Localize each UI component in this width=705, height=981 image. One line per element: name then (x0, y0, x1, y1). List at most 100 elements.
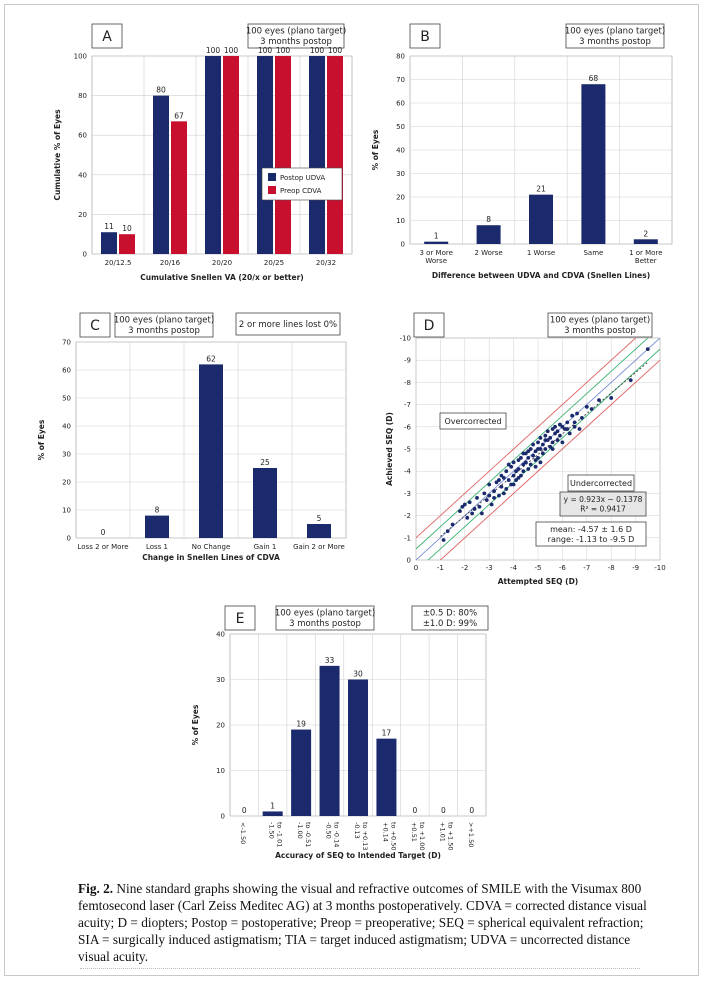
panel-d-point (536, 447, 540, 451)
panel-d-point (543, 433, 548, 438)
panel-a-letter-box-border (91, 23, 123, 49)
panel-d-stats-box-border (535, 521, 647, 547)
panel-d-point (516, 467, 521, 471)
panel-b-xtick-label: Worse (425, 257, 447, 265)
panel-d-info-box-border (547, 312, 653, 338)
panel-d-point (553, 431, 557, 436)
panel-d-letter-box-letter: D (424, 318, 435, 334)
panel-d-stats-box-text: mean: -4.57 ± 1.6 D (550, 525, 632, 534)
panel-d-xtick-label: -3 (486, 564, 493, 572)
panel-d-point (460, 504, 465, 509)
panel-d-point (501, 491, 506, 496)
panel-b-xtick-label: Better (635, 257, 657, 265)
panel-d-point (477, 504, 482, 509)
panel-e-data-label: 19 (296, 720, 306, 729)
panel-b-ytick-label: 0 (401, 241, 405, 249)
panel-c-letter-box: C (79, 312, 111, 338)
panel-d-xtick-label: 0 (414, 564, 418, 572)
panel-c-data-label: 5 (317, 514, 322, 523)
panel-d-point (521, 469, 526, 474)
panel-a-ytick-label: 100 (74, 53, 87, 61)
panel-d-ytick-label: 0 (407, 557, 411, 565)
panel-d-point (528, 462, 533, 467)
panel-d-point (511, 460, 516, 465)
panel-a-bar (223, 56, 239, 254)
panel-a-legend-border (261, 167, 343, 201)
panel-e-ytick-label: 30 (216, 676, 225, 684)
panel-d-point (597, 398, 601, 403)
panel-c-letter-box-border (79, 312, 111, 338)
panel-d-point (494, 480, 499, 485)
panel-b-ytick-label: 70 (396, 76, 405, 84)
panel-d-point (628, 378, 633, 383)
panel-d-overcorrected-box: Overcorrected (439, 412, 507, 430)
panel-d-point (572, 424, 577, 429)
panel-d-point (565, 427, 570, 431)
panel-d-point (577, 427, 582, 431)
panel-d-ytick-label: -1 (404, 534, 411, 542)
panel-c-xtick-label: Gain 2 or More (293, 543, 345, 551)
panel-e-data-label: 0 (412, 806, 417, 815)
panel-d-point (533, 464, 538, 469)
panel-e-xtick-label: to -0.14 (333, 822, 341, 847)
panel-e-data-label: 1 (270, 801, 275, 810)
panel-a-bar (257, 56, 273, 254)
panel-d-point (540, 442, 545, 447)
panel-d-point (516, 458, 521, 462)
figure-frame (4, 4, 699, 976)
panel-c-info-box-text: 3 months postop (128, 326, 200, 336)
panel-e-bar (319, 665, 340, 816)
panel-d-point (516, 475, 521, 480)
panel-c-ytick-label: 30 (62, 451, 71, 459)
panel-c-ytick-label: 10 (62, 507, 71, 515)
panel-e-data-label: 0 (242, 806, 247, 815)
panel-a-bar (119, 234, 135, 254)
panel-a-info-box-text: 3 months postop (260, 37, 332, 47)
panel-b-data-label: 1 (434, 232, 439, 241)
panel-d-x-axis-label: Attempted SEQ (D) (498, 577, 579, 586)
panel-e-xtick-label: to +1.00 (418, 822, 426, 851)
panel-d-point (589, 407, 594, 411)
panel-e-ytick-label: 10 (216, 767, 225, 775)
panel-e-xtick-label: -0.13 (353, 822, 361, 839)
panel-d-xtick-label: -10 (654, 564, 665, 572)
panel-e-accuracy-box-text: ±1.0 D: 99% (423, 619, 477, 629)
panel-c-info-box: 100 eyes (plano target)3 months postop (114, 312, 214, 338)
panel-d-point (462, 502, 467, 507)
panel-d-point (570, 413, 575, 418)
panel-a-info-box-border (247, 23, 345, 49)
panel-d-xtick-label: -2 (461, 564, 468, 572)
panel-e-ytick-label: 0 (221, 813, 225, 821)
panel-b-ytick-label: 50 (396, 123, 405, 131)
panel-a-legend: Postop UDVA Preop CDVA (261, 167, 343, 201)
panel-a-bar (101, 232, 117, 254)
panel-d-point (492, 489, 496, 494)
panel-c-ytick-label: 20 (62, 479, 71, 487)
panel-d-point (531, 453, 536, 458)
panel-d-point (450, 522, 455, 527)
panel-d-point (533, 458, 538, 462)
panel-d-point (506, 462, 511, 467)
panel-b-letter-box: B (409, 23, 441, 49)
panel-d-point (487, 482, 492, 487)
panel-d-reference-line (439, 359, 660, 560)
panel-b-letter-box-letter: B (420, 29, 430, 45)
panel-d-point (514, 469, 518, 474)
panel-c-xtick-label: Loss 1 (146, 543, 168, 551)
panel-d-ytick-label: -7 (404, 401, 411, 409)
panel-d-point (506, 478, 511, 482)
panel-d-point (548, 436, 553, 440)
panel-b-bar (529, 194, 553, 244)
panel-c-xtick-label: Gain 1 (254, 543, 277, 551)
panel-d-point (536, 440, 540, 445)
panel-a-xtick-label: 20/32 (316, 259, 336, 267)
panel-a-bar (275, 56, 291, 254)
panel-b-bar (633, 239, 658, 244)
panel-b-info-box: 100 eyes (plano target)3 months postop (565, 23, 665, 49)
panel-d-ytick-label: -6 (404, 423, 412, 431)
panel-d-point (526, 455, 531, 460)
panel-a-data-label: 10 (122, 224, 132, 233)
panel-e-ytick-label: 40 (216, 631, 225, 639)
panel-d-point (540, 451, 545, 456)
